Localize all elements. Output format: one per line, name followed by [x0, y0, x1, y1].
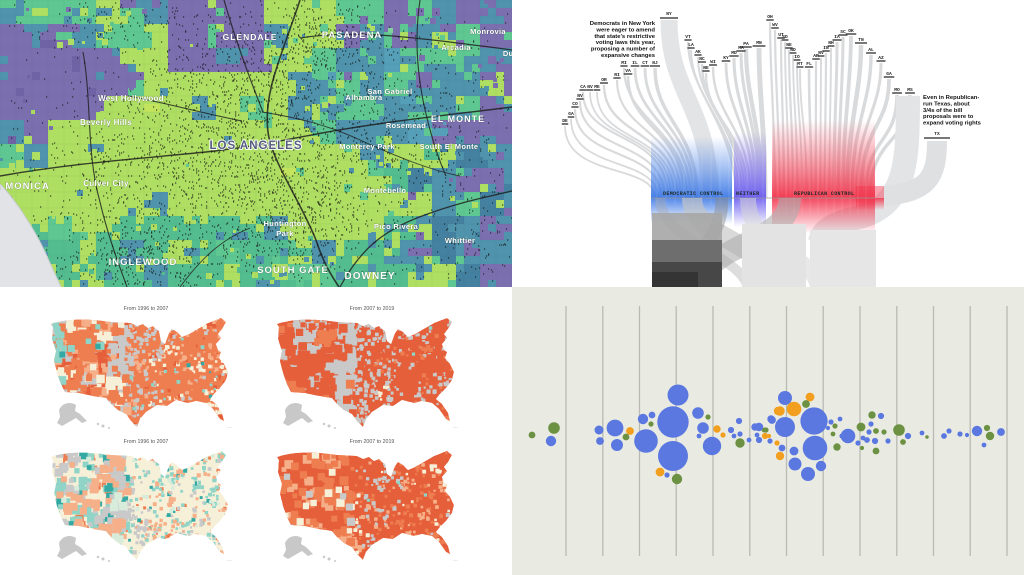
svg-text:ND: ND [790, 47, 796, 53]
svg-text:WV: WV [772, 22, 778, 28]
svg-text:Duar: Duar [503, 49, 512, 58]
svg-text:IN: IN [823, 45, 829, 51]
svg-text:Pico Rivera: Pico Rivera [374, 222, 419, 231]
svg-text:FL: FL [806, 61, 812, 67]
svg-text:Even in Republican-: Even in Republican- [923, 95, 979, 101]
svg-text:MN: MN [756, 40, 762, 46]
svg-text:EL MONTE: EL MONTE [431, 114, 485, 124]
svg-text:Montebello: Montebello [364, 186, 407, 195]
svg-text:VT: VT [685, 34, 691, 40]
svg-text:GA: GA [886, 71, 892, 77]
svg-text:3/4s of the bill: 3/4s of the bill [923, 108, 963, 114]
svg-text:South El Monte: South El Monte [420, 142, 479, 151]
svg-text:From 1996 to 2007: From 1996 to 2007 [124, 439, 169, 445]
svg-text:___: ___ [226, 424, 232, 428]
svg-text:AL: AL [868, 47, 874, 53]
svg-text:GLENDALE: GLENDALE [223, 32, 278, 42]
svg-text:expand voting rights: expand voting rights [923, 121, 982, 127]
svg-text:PASADENA: PASADENA [322, 30, 383, 41]
svg-text:AR: AR [813, 53, 819, 59]
svg-text:NE: NE [703, 65, 709, 71]
svg-text:WI: WI [710, 59, 716, 65]
svg-text:___: ___ [452, 424, 458, 428]
svg-text:SD: SD [782, 34, 788, 40]
svg-text:SC: SC [840, 29, 846, 35]
svg-text:GA: GA [568, 111, 574, 117]
svg-text:SOUTH GATE: SOUTH GATE [257, 265, 329, 276]
svg-text:VA: VA [625, 68, 631, 74]
svg-text:A MONICA: A MONICA [0, 181, 50, 192]
svg-text:NY: NY [666, 11, 672, 17]
svg-text:OH: OH [767, 14, 773, 20]
svg-text:were eager to amend: were eager to amend [595, 27, 655, 33]
svg-text:proposals were to: proposals were to [923, 114, 974, 120]
svg-text:TX: TX [934, 131, 940, 137]
svg-text:OK: OK [848, 28, 854, 34]
svg-text:MI: MI [621, 60, 627, 66]
svg-text:voting laws this year,: voting laws this year, [596, 40, 656, 46]
svg-text:ME: ME [594, 84, 600, 90]
svg-text:From 1996 to 2007: From 1996 to 2007 [124, 306, 169, 312]
svg-text:NH: NH [828, 40, 834, 46]
svg-text:Rosemead: Rosemead [386, 121, 426, 130]
svg-text:DEMOCRATIC CONTROL: DEMOCRATIC CONTROL [663, 191, 723, 197]
svg-text:UT: UT [778, 32, 784, 38]
svg-text:CA: CA [580, 84, 586, 90]
svg-text:KY: KY [723, 55, 729, 61]
svg-text:REPUBLICAN CONTROL: REPUBLICAN CONTROL [794, 191, 854, 197]
svg-text:Monrovia: Monrovia [470, 27, 506, 36]
svg-text:Park: Park [276, 229, 294, 238]
svg-text:IL: IL [632, 60, 638, 66]
svg-text:INGLEWOOD: INGLEWOOD [109, 257, 178, 268]
svg-text:From 2007 to 2019: From 2007 to 2019 [350, 439, 395, 445]
svg-text:CT: CT [642, 60, 648, 66]
svg-text:___: ___ [226, 557, 232, 561]
svg-text:NE: NE [786, 42, 792, 48]
svg-text:LOS ANGELES: LOS ANGELES [210, 140, 303, 152]
svg-text:From 2007 to 2019: From 2007 to 2019 [350, 306, 395, 312]
svg-text:NEITHER: NEITHER [736, 191, 759, 197]
svg-text:run Texas, about: run Texas, about [923, 101, 970, 107]
svg-text:TN: TN [858, 37, 864, 43]
svg-text:DE: DE [562, 118, 568, 124]
svg-text:IO: IO [794, 54, 800, 60]
svg-text:Culver City: Culver City [83, 179, 129, 188]
svg-text:AK: AK [695, 49, 701, 55]
svg-text:NV: NV [818, 50, 824, 56]
svg-text:AZ: AZ [878, 55, 884, 61]
svg-text:PA: PA [743, 41, 749, 47]
svg-text:expansive changes: expansive changes [601, 53, 656, 59]
svg-text:MS: MS [907, 87, 913, 93]
svg-text:NJ: NJ [652, 60, 658, 66]
svg-text:RI: RI [614, 72, 620, 78]
svg-text:NV: NV [577, 93, 583, 99]
svg-text:MT: MT [797, 61, 803, 67]
svg-text:Arcadia: Arcadia [441, 43, 471, 52]
svg-text:Monterey Park: Monterey Park [339, 142, 395, 151]
svg-text:MO: MO [894, 87, 900, 93]
svg-text:Beverly Hills: Beverly Hills [80, 118, 132, 127]
svg-text:that state’s restrictive: that state’s restrictive [594, 34, 655, 40]
svg-text:MD: MD [731, 50, 737, 56]
svg-text:DOWNEY: DOWNEY [345, 271, 396, 282]
svg-text:IA: IA [834, 34, 840, 40]
svg-text:West Hollywood: West Hollywood [98, 94, 164, 103]
svg-text:Democrats in New York: Democrats in New York [590, 21, 656, 27]
svg-text:NV: NV [587, 84, 593, 90]
svg-text:CO: CO [572, 101, 578, 107]
svg-text:NC: NC [699, 56, 705, 62]
svg-text:LA: LA [688, 42, 694, 48]
svg-text:Whittier: Whittier [445, 236, 475, 245]
svg-text:San Gabriel: San Gabriel [368, 87, 413, 96]
svg-text:___: ___ [452, 557, 458, 561]
svg-text:Alhambra: Alhambra [346, 93, 384, 102]
svg-text:Huntington: Huntington [264, 219, 307, 228]
svg-text:proposing a number of: proposing a number of [591, 47, 655, 53]
svg-text:OR: OR [601, 77, 607, 83]
svg-text:MA: MA [738, 45, 744, 51]
